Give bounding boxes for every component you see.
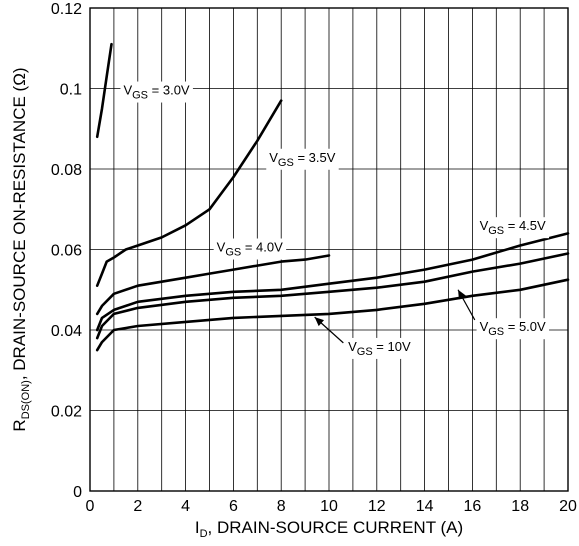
x-tick-label: 0	[86, 498, 95, 515]
curve-label-4: VGS = 5.0V	[480, 319, 546, 338]
grid	[90, 8, 568, 491]
curve-series-5	[95, 278, 570, 352]
y-tick-label: 0.02	[51, 404, 82, 421]
y-tick-label: 0.04	[51, 323, 82, 340]
y-tick-label: 0.06	[51, 243, 82, 260]
curve-label-background	[266, 148, 339, 170]
curve-label-background	[476, 217, 550, 239]
curve-label-5: VGS = 10V	[348, 339, 411, 358]
x-tick-label: 8	[277, 498, 286, 515]
curve-label-1: VGS = 3.5V	[269, 150, 335, 169]
x-axis-label: ID, DRAIN-SOURCE CURRENT (A)	[195, 518, 463, 540]
curve-series-1	[95, 99, 283, 287]
x-tick-label: 18	[511, 498, 529, 515]
x-tick-label: 6	[229, 498, 238, 515]
curve-label-2: VGS = 4.0V	[217, 240, 283, 259]
curve-series-3	[95, 232, 570, 332]
curve-label-background	[345, 337, 414, 359]
pointer-vgs-5v-head	[458, 289, 466, 300]
curves	[95, 42, 570, 352]
pointer-vgs-10v-head	[314, 317, 325, 327]
x-tick-label: 2	[133, 498, 142, 515]
x-tick-label: 14	[416, 498, 434, 515]
x-tick-label: 4	[181, 498, 190, 515]
curve-labels: VGS = 3.0V VGS = 3.5V VGS = 4.0V VGS = 4.5V…	[120, 81, 550, 359]
curve-series-0	[95, 42, 113, 139]
curve-label-3: VGS = 4.5V	[480, 218, 546, 237]
curve-label-0: VGS = 3.0V	[123, 83, 189, 102]
x-tick-label: 20	[559, 498, 577, 515]
plot-frame	[89, 7, 569, 492]
curve-label-background	[120, 81, 193, 103]
y-tick-label: 0	[73, 484, 82, 501]
y-tick-label: 0.08	[51, 162, 82, 179]
x-tick-label: 16	[464, 498, 482, 515]
label-pointers	[314, 289, 476, 344]
curve-series-4	[95, 252, 570, 340]
curve-label-background	[476, 318, 550, 340]
curve-label-background	[213, 238, 287, 260]
x-tick-labels: 0 2 4 6 8 10 12 14 16 18 20	[86, 498, 577, 515]
x-tick-label: 10	[320, 498, 338, 515]
y-axis-label: RDS(ON), DRAIN-SOURCE ON-RESISTANCE (Ω)	[10, 67, 32, 431]
y-tick-labels: 0 0.02 0.04 0.06 0.08 0.1 0.12	[51, 1, 82, 501]
y-tick-label: 0.12	[51, 1, 82, 18]
curve-series-2	[95, 254, 331, 316]
x-tick-label: 12	[368, 498, 386, 515]
y-tick-label: 0.1	[60, 82, 82, 99]
